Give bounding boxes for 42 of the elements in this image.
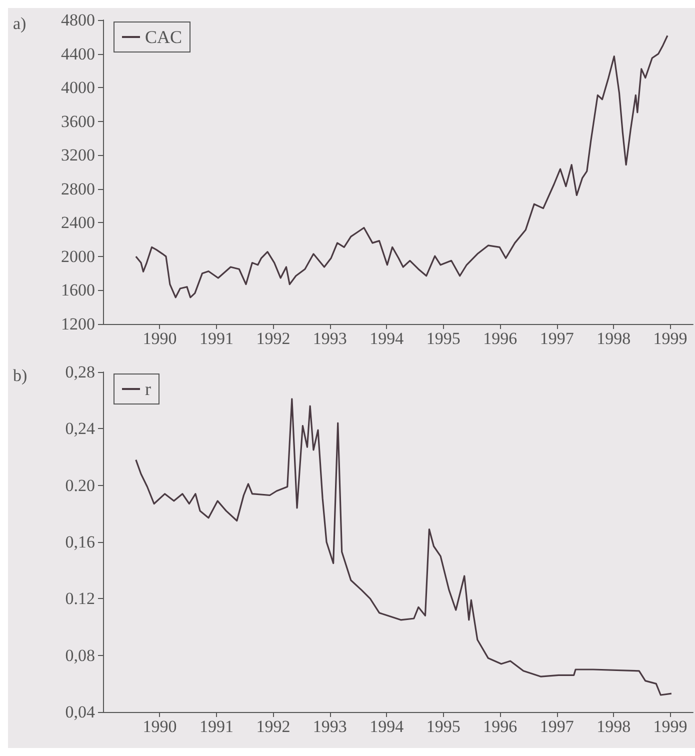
x-tick-label: 1996 xyxy=(483,717,518,736)
legend-label: CAC xyxy=(145,27,182,47)
y-tick-label: 3200 xyxy=(61,146,95,165)
y-tick-label: 0.20 xyxy=(65,476,95,495)
x-tick-label: 1996 xyxy=(483,329,518,348)
y-tick-label: 0,08 xyxy=(65,646,95,665)
x-tick-label: 1999 xyxy=(653,717,688,736)
y-tick-label: 4000 xyxy=(61,78,95,98)
y-tick-label: 4400 xyxy=(61,44,95,64)
y-tick-label: 1200 xyxy=(61,314,95,334)
y-tick-label: 2400 xyxy=(61,213,95,232)
y-tick-label: 0,28 xyxy=(65,362,95,382)
line-series xyxy=(135,398,672,696)
y-tick-label: 3600 xyxy=(61,112,95,131)
x-tick-label: 1990 xyxy=(142,329,177,348)
x-tick-label: 1994 xyxy=(370,329,404,348)
x-tick-label: 1998 xyxy=(596,329,631,348)
x-tick-label: 1999 xyxy=(653,329,688,348)
x-tick-label: 1995 xyxy=(426,329,460,348)
y-tick-label: 1600 xyxy=(61,280,95,300)
x-tick-label: 1990 xyxy=(142,717,177,736)
x-tick-label: 1997 xyxy=(540,717,574,736)
x-tick-label: 1997 xyxy=(540,329,574,348)
y-tick-label: 0,24 xyxy=(65,419,96,438)
x-tick-label: 1994 xyxy=(370,717,404,736)
x-tick-label: 1991 xyxy=(199,717,234,736)
y-tick-label: 2800 xyxy=(61,179,95,198)
y-tick-label: 2000 xyxy=(61,246,95,266)
chart-title: b) xyxy=(13,366,28,385)
x-tick-label: 1993 xyxy=(312,717,347,736)
x-tick-label: 1993 xyxy=(312,329,347,348)
y-tick-label: 0,04 xyxy=(65,702,96,722)
x-tick-label: 1995 xyxy=(426,717,460,736)
y-tick-label: 4800 xyxy=(61,10,95,30)
y-tick-label: 0.12 xyxy=(65,589,95,608)
x-tick-label: 1991 xyxy=(199,329,234,348)
legend-label: r xyxy=(145,379,151,399)
x-tick-label: 1998 xyxy=(596,717,631,736)
y-tick-label: 0,16 xyxy=(65,532,95,552)
x-tick-label: 1992 xyxy=(256,717,290,736)
chart-title: a) xyxy=(13,14,26,33)
x-tick-label: 1992 xyxy=(256,329,290,348)
